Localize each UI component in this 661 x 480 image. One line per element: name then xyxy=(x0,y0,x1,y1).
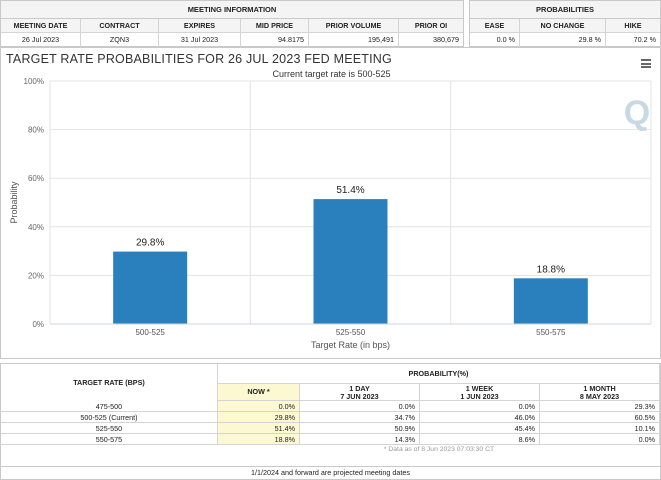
period-label: 1 WEEK xyxy=(465,384,494,393)
probability-header: PROBABILITY(%) xyxy=(218,364,660,383)
target-rate-cell: 475-500 xyxy=(1,401,218,411)
meeting-date-value: 26 Jul 2023 xyxy=(1,33,81,47)
chart-menu-icon[interactable] xyxy=(641,59,651,68)
target-rate-cell: 550-575 xyxy=(1,434,218,444)
table-row: 525-550 51.4% 50.9% 45.4% 10.1% xyxy=(1,423,660,434)
hike-header: HIKE xyxy=(606,19,660,32)
chart-title: TARGET RATE PROBABILITIES FOR 26 JUL 202… xyxy=(6,52,392,66)
table-row: 475-500 0.0% 0.0% 0.0% 29.3% xyxy=(1,401,660,412)
meeting-date-header: MEETING DATE xyxy=(1,19,81,32)
data-timestamp-note: * Data as of 8 Jun 2023 07:03:30 CT xyxy=(383,446,495,453)
meeting-information-title: MEETING INFORMATION xyxy=(1,1,463,19)
period-date: 8 MAY 2023 xyxy=(579,392,620,401)
ease-header: EASE xyxy=(470,19,520,32)
data-label: 29.8% xyxy=(136,238,164,249)
data-note-row: * Data as of 8 Jun 2023 07:03:30 CT xyxy=(1,445,660,455)
target-rate-cell: 500-525 (Current) xyxy=(1,412,218,422)
mid-price-value: 94.8175 xyxy=(241,33,309,47)
table-row: 550-575 18.8% 14.3% 8.6% 0.0% xyxy=(1,434,660,445)
x-axis-title: Target Rate (in bps) xyxy=(311,340,390,350)
period-header: 1 MONTH 8 MAY 2023 xyxy=(540,384,660,400)
period-header: 1 WEEK 1 JUN 2023 xyxy=(420,384,540,400)
hike-value: 70.2 % xyxy=(633,35,656,44)
probability-cell: 60.5% xyxy=(540,412,660,422)
y-tick-label: 0% xyxy=(32,320,44,329)
table-row: 500-525 (Current) 29.8% 34.7% 46.0% 60.5% xyxy=(1,412,660,423)
projected-dates-note: 1/1/2024 and forward are projected meeti… xyxy=(0,466,661,480)
bar-500-525 xyxy=(113,251,188,324)
probabilities-title: PROBABILITIES xyxy=(470,1,660,19)
probability-cell: 51.4% xyxy=(218,423,300,433)
chart-subtitle: Current target rate is 500-525 xyxy=(272,69,391,79)
subheader-row: NOW * 1 DAY 7 JUN 2023 1 WEEK 1 JUN 2023 1 MO… xyxy=(218,384,660,401)
probability-cell: 0.0% xyxy=(540,434,660,444)
probabilities-table: PROBABILITIES EASE NO CHANGE HIKE 0.0 % … xyxy=(469,0,661,47)
x-tick-label: 500-525 xyxy=(135,328,165,337)
probability-cell: 0.0% xyxy=(420,401,540,411)
x-tick-label: 525-550 xyxy=(336,328,366,337)
probability-cell: 50.9% xyxy=(300,423,420,433)
contract-value: ZQN3 xyxy=(81,33,159,47)
period-label: 1 MONTH xyxy=(583,384,616,393)
probability-cell: 0.0% xyxy=(300,401,420,411)
probability-cell: 8.6% xyxy=(420,434,540,444)
period-label: NOW * xyxy=(247,387,270,396)
probability-cell: 14.3% xyxy=(300,434,420,444)
prior-oi-header: PRIOR OI xyxy=(399,19,463,32)
chart-panel: 0% 20% 40% 60% 80% 100% Q 29.8% 500-525 51.4% 525-… xyxy=(0,47,661,359)
probability-cell: 10.1% xyxy=(540,423,660,433)
data-label: 18.8% xyxy=(537,264,565,275)
data-label: 51.4% xyxy=(336,185,364,196)
contract-header: CONTRACT xyxy=(81,19,159,32)
prior-volume-value: 195,491 xyxy=(309,33,399,47)
x-tick-label: 550-575 xyxy=(536,328,566,337)
ease-value: 0.0 % xyxy=(470,33,520,47)
probability-cell: 45.4% xyxy=(420,423,540,433)
period-date: 7 JUN 2023 xyxy=(340,392,379,401)
meeting-information-table: MEETING INFORMATION MEETING DATE CONTRAC… xyxy=(0,0,464,47)
mid-price-header: MID PRICE xyxy=(241,19,309,32)
y-tick-label: 80% xyxy=(28,126,44,135)
period-header: 1 DAY 7 JUN 2023 xyxy=(300,384,420,400)
period-date: 1 JUN 2023 xyxy=(460,392,499,401)
probability-bar-chart: 0% 20% 40% 60% 80% 100% Q 29.8% 500-525 51.4% 525-… xyxy=(9,77,652,350)
probability-cell: 29.8% xyxy=(218,412,300,422)
bar-525-550 xyxy=(313,199,388,324)
header-row: TARGET RATE (BPS) PROBABILITY(%) xyxy=(1,364,660,401)
period-label: 1 DAY xyxy=(349,384,370,393)
expires-value: 31 Jul 2023 xyxy=(159,33,241,47)
target-rate-cell: 525-550 xyxy=(1,423,218,433)
probability-cell: 46.0% xyxy=(420,412,540,422)
y-tick-label: 100% xyxy=(24,77,44,86)
no-change-value: 29.8 % xyxy=(520,33,606,47)
probability-history-table: TARGET RATE (BPS) PROBABILITY(%) NOW * 1 DA… xyxy=(0,363,661,467)
watermark-logo: Q xyxy=(624,94,650,132)
probability-cell: 34.7% xyxy=(300,412,420,422)
expires-header: EXPIRES xyxy=(159,19,241,32)
prior-oi-value: 380,679 xyxy=(433,35,459,44)
probability-cell: 29.3% xyxy=(540,401,660,411)
y-axis-title: Probability xyxy=(9,181,19,224)
y-tick-label: 60% xyxy=(28,174,44,183)
bar-550-575 xyxy=(513,278,588,324)
period-header: NOW * xyxy=(218,384,300,400)
y-tick-label: 20% xyxy=(28,271,44,280)
target-rate-header-cell: TARGET RATE (BPS) xyxy=(1,364,218,401)
no-change-header: NO CHANGE xyxy=(520,19,606,32)
prior-volume-header: PRIOR VOLUME xyxy=(309,19,399,32)
probability-cell: 18.8% xyxy=(218,434,300,444)
y-tick-label: 40% xyxy=(28,223,44,232)
probability-cell: 0.0% xyxy=(218,401,300,411)
